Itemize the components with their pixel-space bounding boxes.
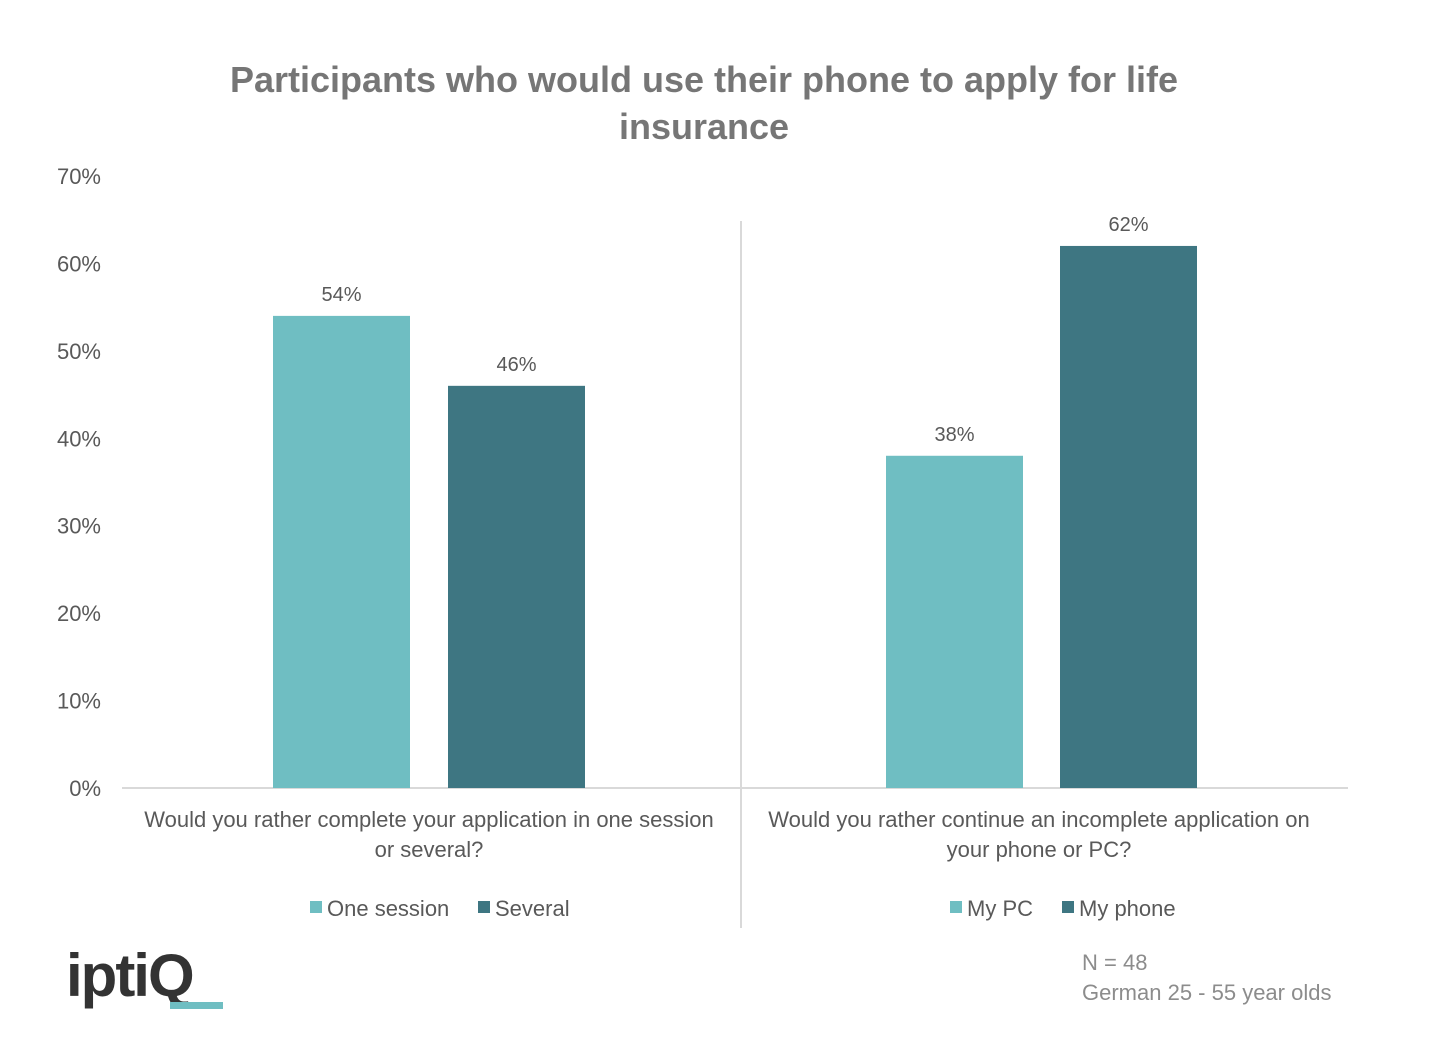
bar (448, 385, 585, 788)
bar (886, 455, 1023, 788)
sample-size-note: N = 48 (1082, 950, 1147, 975)
category-label: Would you rather continue an incomplete … (768, 807, 1309, 832)
plot-area: 54% 46% Would you rather complete your app… (122, 214, 1348, 928)
legend-label: Several (495, 896, 570, 921)
category-label: Would you rather complete your applicati… (144, 807, 713, 832)
y-tick-label: 60% (57, 251, 101, 276)
y-tick-label: 20% (57, 601, 101, 626)
legend-label: My PC (967, 896, 1033, 921)
y-tick-label: 40% (57, 426, 101, 451)
logo: iptiQ (66, 942, 223, 1009)
category-label: your phone or PC? (947, 837, 1132, 862)
legend-swatch (478, 901, 490, 913)
data-label: 46% (496, 354, 536, 376)
bar (273, 315, 410, 788)
logo-wordmark: iptiQ (66, 942, 193, 1009)
legend-swatch (1062, 901, 1074, 913)
legend-swatch (950, 901, 962, 913)
chart-title: Participants who would use their phone t… (230, 59, 1178, 147)
y-tick-label: 50% (57, 339, 101, 364)
sample-note: N = 48 German 25 - 55 year olds (1082, 950, 1331, 1005)
category-label: or several? (375, 837, 484, 862)
bar (1060, 245, 1197, 788)
logo-underline (170, 1002, 223, 1009)
legend: One session Several (310, 896, 570, 921)
bar-group: 54% 46% Would you rather complete your app… (144, 284, 713, 862)
y-axis: 0% 10% 20% 30% 40% 50% 60% 70% (57, 164, 101, 801)
legend-swatch (310, 901, 322, 913)
y-tick-label: 10% (57, 689, 101, 714)
chart-title-line-1: Participants who would use their phone t… (230, 59, 1178, 100)
data-label: 38% (934, 424, 974, 446)
legend-label: My phone (1079, 896, 1176, 921)
y-tick-label: 70% (57, 164, 101, 189)
data-label: 54% (321, 284, 361, 306)
y-tick-label: 0% (69, 776, 101, 801)
legend: My PC My phone (950, 896, 1176, 921)
legends: One session Several My PC My phone (310, 896, 1176, 921)
legend-label: One session (327, 896, 449, 921)
bar-group: 38% 62% Would you rather continue an incom… (768, 214, 1309, 862)
y-tick-label: 30% (57, 514, 101, 539)
data-label: 62% (1108, 214, 1148, 236)
chart-title-line-2: insurance (619, 106, 789, 147)
population-note: German 25 - 55 year olds (1082, 980, 1331, 1005)
